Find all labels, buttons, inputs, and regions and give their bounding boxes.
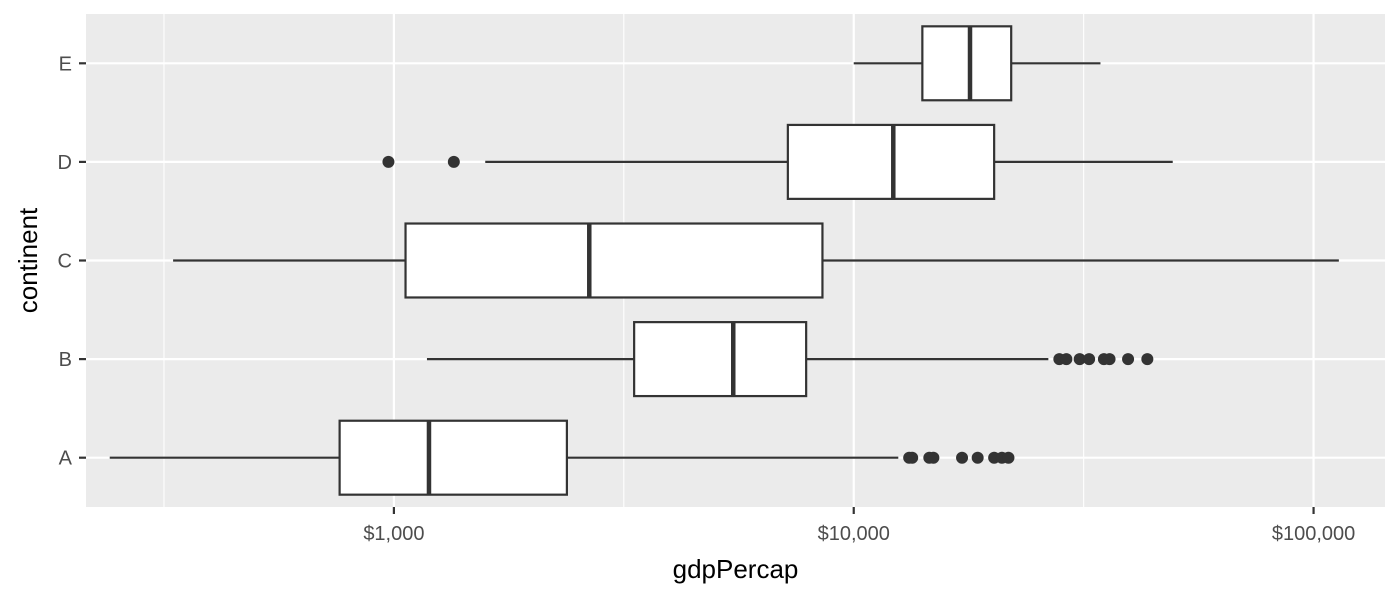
x-axis: $1,000 $10,000 $100,000: [363, 507, 1355, 545]
y-tick-label: C: [58, 251, 72, 273]
outlier-point: [1103, 353, 1116, 366]
box-iqr: [404, 222, 824, 299]
outlier-point: [1141, 353, 1154, 366]
y-axis: A B C D E: [58, 53, 86, 470]
outlier-point: [1083, 353, 1096, 366]
outlier-point: [956, 451, 969, 464]
outlier-point: [906, 451, 919, 464]
y-tick-label: B: [59, 349, 72, 371]
box-A: [109, 419, 1015, 496]
box-E: [853, 25, 1101, 102]
x-axis-title: gdpPercap: [673, 554, 799, 584]
x-tick-label: $100,000: [1272, 523, 1355, 545]
box-iqr: [633, 321, 808, 398]
outlier-point: [1073, 353, 1086, 366]
y-tick-label: E: [59, 53, 72, 75]
box-layer: [109, 25, 1339, 496]
box-B: [426, 321, 1154, 398]
outlier-point: [447, 155, 460, 168]
box-C: [173, 222, 1339, 299]
outlier-point: [382, 155, 395, 168]
box-iqr: [338, 419, 568, 496]
outlier-point: [971, 451, 984, 464]
y-axis-title: continent: [13, 207, 43, 313]
y-tick-label: A: [59, 448, 73, 470]
outlier-point: [1002, 451, 1015, 464]
box-D: [382, 123, 1173, 200]
x-tick-label: $1,000: [363, 523, 424, 545]
y-tick-label: D: [58, 152, 72, 174]
box-iqr: [786, 123, 996, 200]
outlier-point: [927, 451, 940, 464]
box-iqr: [921, 25, 1013, 102]
outlier-point: [1122, 353, 1135, 366]
x-tick-label: $10,000: [818, 523, 890, 545]
outlier-point: [1060, 353, 1073, 366]
